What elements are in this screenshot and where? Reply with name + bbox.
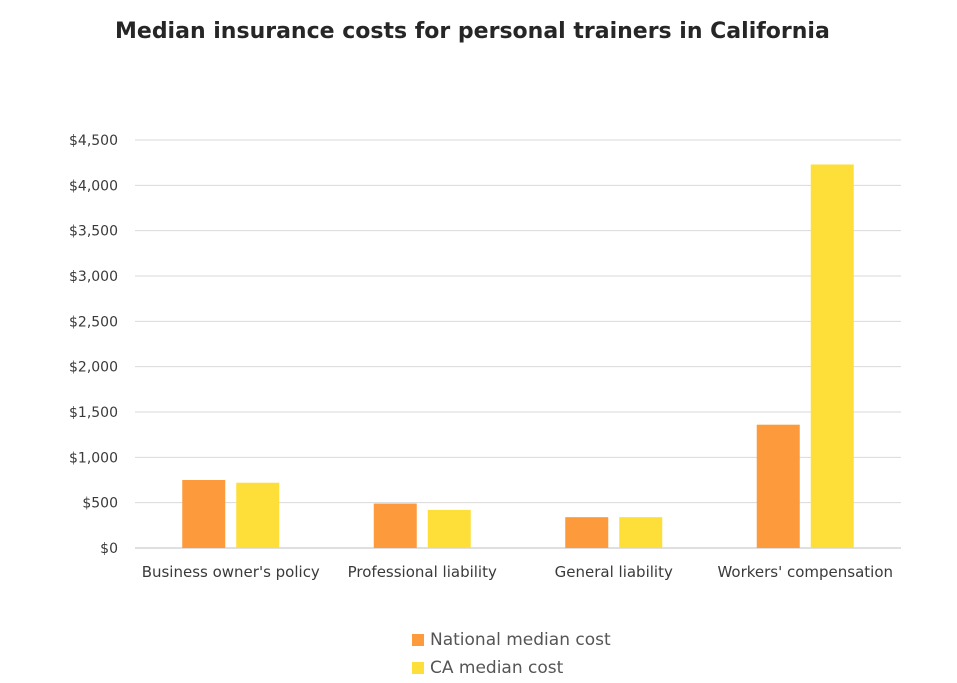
y-tick-label: $2,500 [69, 314, 118, 330]
bar-national-3 [756, 424, 800, 548]
legend: National median cost CA median cost [412, 626, 611, 682]
legend-item-ca: CA median cost [412, 654, 611, 682]
y-tick-label: $500 [82, 496, 118, 512]
bar-ca-1 [427, 509, 471, 548]
y-tick-label: $3,500 [69, 224, 118, 240]
bar-ca-2 [619, 517, 663, 548]
x-category-label: Workers' compensation [717, 563, 893, 581]
legend-label-national: National median cost [430, 630, 611, 650]
y-axis-tick-labels: $0 $500 $1,000 $1,500 $2,000 $2,500 $3,000 $3,5… [69, 133, 118, 557]
bars [182, 164, 854, 549]
y-tick-label: $0 [100, 541, 118, 557]
bar-national-1 [373, 503, 417, 548]
y-tick-label: $2,000 [69, 360, 118, 376]
y-tick-label: $4,500 [69, 133, 118, 149]
gridlines [135, 139, 901, 549]
legend-swatch-ca [412, 662, 424, 674]
bar-national-0 [182, 480, 226, 548]
x-category-label: Professional liability [348, 563, 497, 581]
chart-title: Median insurance costs for personal trai… [115, 19, 830, 44]
x-category-label: General liability [555, 563, 673, 581]
y-tick-label: $4,000 [69, 178, 118, 194]
legend-swatch-national [412, 634, 424, 646]
x-category-label: Business owner's policy [142, 563, 320, 581]
legend-label-ca: CA median cost [430, 658, 564, 678]
bar-ca-0 [236, 482, 280, 548]
bar-ca-3 [810, 164, 854, 549]
y-tick-label: $1,000 [69, 450, 118, 466]
y-tick-label: $1,500 [69, 405, 118, 421]
x-axis-category-labels: Business owner's policy Professional liab… [142, 563, 893, 581]
y-tick-label: $3,000 [69, 269, 118, 285]
legend-item-national: National median cost [412, 626, 611, 654]
bar-national-2 [565, 517, 609, 548]
